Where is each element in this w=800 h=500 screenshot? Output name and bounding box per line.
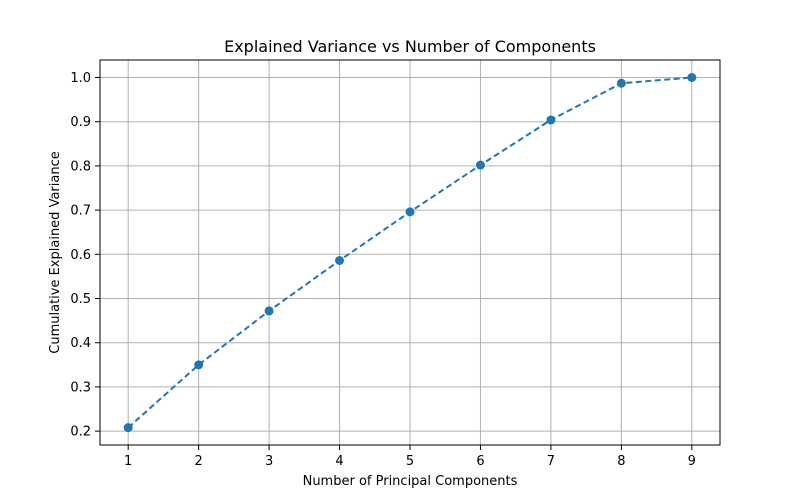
y-tick-label: 0.4	[70, 336, 91, 351]
x-tick-label: 8	[617, 454, 625, 469]
x-tick-label: 4	[335, 454, 343, 469]
x-tick-label: 3	[265, 454, 273, 469]
y-tick-label: 0.9	[70, 115, 91, 130]
y-tick-label: 0.6	[70, 248, 91, 263]
x-axis-label: Number of Principal Components	[303, 474, 518, 489]
data-point	[616, 78, 626, 88]
x-tick-label: 9	[688, 454, 696, 469]
y-tick-label: 1.0	[70, 71, 91, 86]
x-tick-label: 7	[547, 454, 555, 469]
y-tick-label: 0.3	[70, 380, 91, 395]
x-tick-label: 1	[124, 454, 132, 469]
data-point	[335, 256, 345, 266]
axes	[95, 59, 721, 450]
tick-labels: 1 2 3 4 5 6 7 8 9 0.2 0.3 0.4 0.5 0.6 0.7 0.8 0.9 1.0	[70, 71, 696, 469]
y-tick-label: 0.2	[70, 425, 91, 440]
data-point	[405, 207, 415, 217]
chart-title: Explained Variance vs Number of Componen…	[224, 37, 596, 56]
data-point	[475, 160, 485, 170]
grid-lines	[100, 60, 720, 445]
y-tick-label: 0.8	[70, 159, 91, 174]
data-point	[194, 360, 204, 370]
data-point	[687, 73, 697, 83]
data-point	[264, 306, 274, 316]
x-tick-label: 2	[194, 454, 202, 469]
y-axis-label: Cumulative Explained Variance	[48, 151, 63, 353]
data-point	[546, 115, 556, 125]
x-tick-label: 5	[406, 454, 414, 469]
y-tick-label: 0.7	[70, 204, 91, 219]
data-point	[123, 423, 133, 433]
x-tick-label: 6	[476, 454, 484, 469]
series-layer	[123, 73, 697, 433]
y-tick-label: 0.5	[70, 292, 91, 307]
